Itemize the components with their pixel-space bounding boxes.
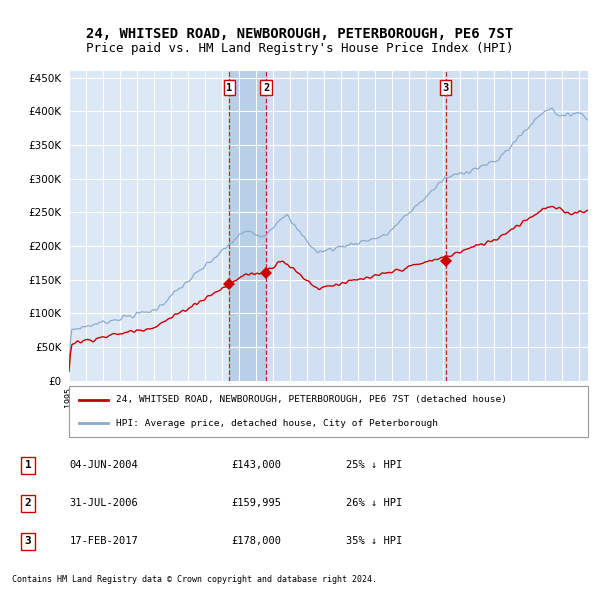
Text: 2: 2 [263, 83, 269, 93]
Text: 3: 3 [25, 536, 32, 546]
Text: 1: 1 [25, 460, 32, 470]
Text: 17-FEB-2017: 17-FEB-2017 [70, 536, 139, 546]
Text: 35% ↓ HPI: 35% ↓ HPI [346, 536, 403, 546]
Text: 31-JUL-2006: 31-JUL-2006 [70, 499, 139, 509]
Text: £178,000: £178,000 [231, 536, 281, 546]
Bar [229, 71, 266, 381]
Text: HPI: Average price, detached house, City of Peterborough: HPI: Average price, detached house, City… [116, 418, 438, 428]
Text: Price paid vs. HM Land Registry's House Price Index (HPI): Price paid vs. HM Land Registry's House … [86, 42, 514, 55]
Text: 3: 3 [442, 83, 449, 93]
Text: 2: 2 [25, 499, 32, 509]
Text: £159,995: £159,995 [231, 499, 281, 509]
Text: 26% ↓ HPI: 26% ↓ HPI [346, 499, 403, 509]
Text: 25% ↓ HPI: 25% ↓ HPI [346, 460, 403, 470]
Bar [266, 71, 588, 381]
Text: £143,000: £143,000 [231, 460, 281, 470]
Text: 1: 1 [226, 83, 232, 93]
FancyBboxPatch shape [69, 386, 588, 437]
Text: 04-JUN-2004: 04-JUN-2004 [70, 460, 139, 470]
Text: 24, WHITSED ROAD, NEWBOROUGH, PETERBOROUGH, PE6 7ST (detached house): 24, WHITSED ROAD, NEWBOROUGH, PETERBOROU… [116, 395, 507, 405]
Text: Contains HM Land Registry data © Crown copyright and database right 2024.: Contains HM Land Registry data © Crown c… [12, 575, 377, 584]
Text: 24, WHITSED ROAD, NEWBOROUGH, PETERBOROUGH, PE6 7ST: 24, WHITSED ROAD, NEWBOROUGH, PETERBOROU… [86, 27, 514, 41]
